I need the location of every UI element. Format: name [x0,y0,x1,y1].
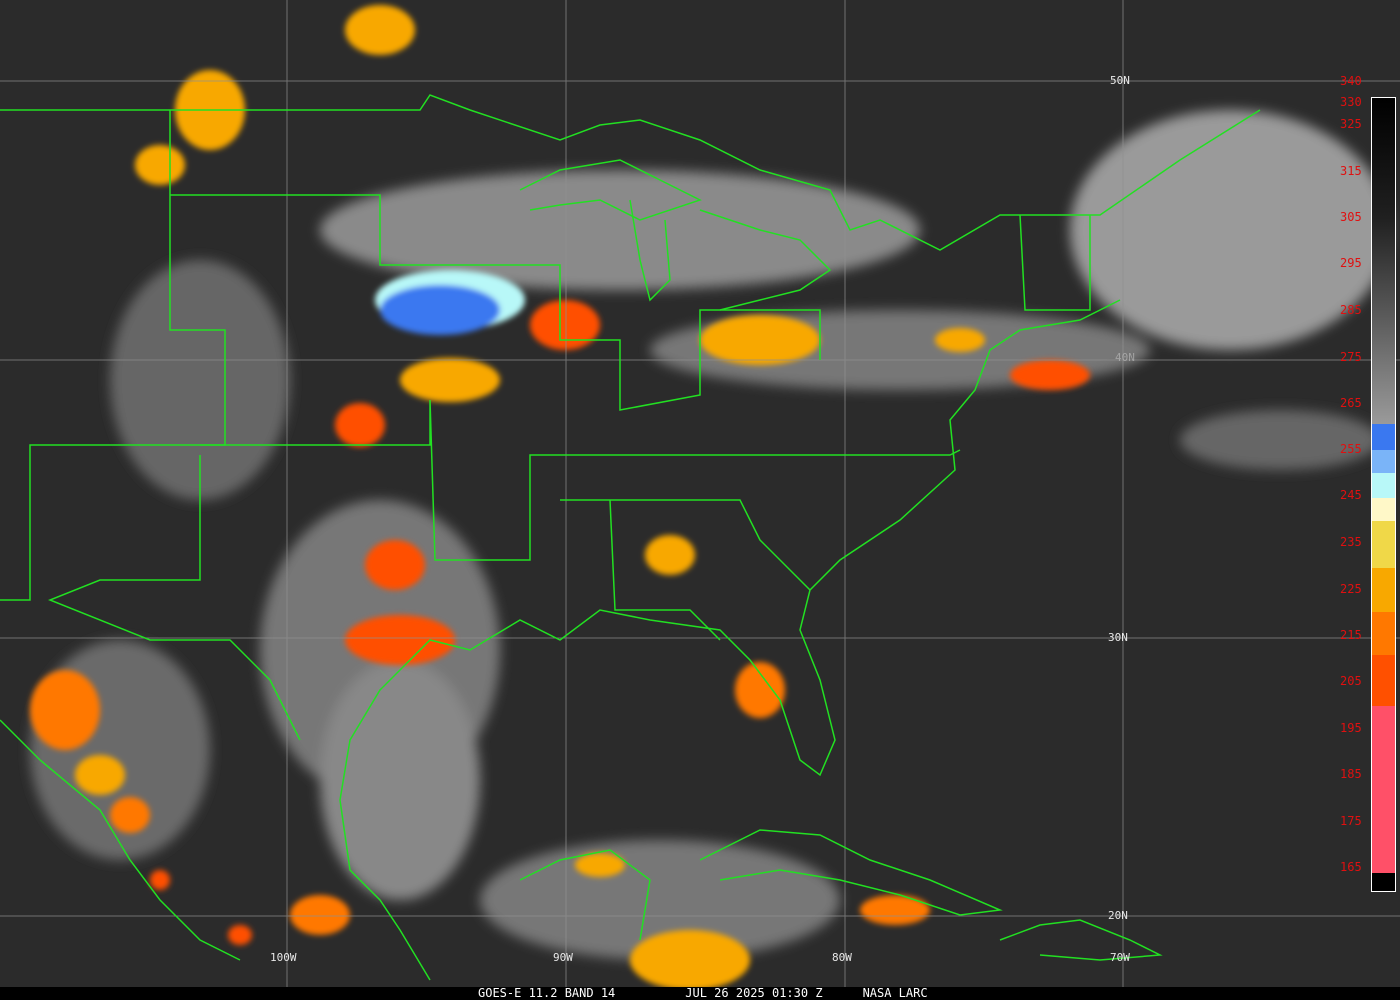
cloud-area [320,170,920,290]
cloud-area [320,660,480,900]
storm-cell [290,895,350,935]
colorbar-label: 225 [1340,582,1362,596]
timestamp: JUL 26 2025 01:30 Z [685,986,823,1000]
lake-huron-erie [699,209,832,311]
storm-cell [1010,360,1090,390]
image-caption: GOES-E 11.2 BAND 14 JUL 26 2025 01:30 Z NA… [0,987,1400,1000]
cloud-area [110,260,290,500]
storm-cell [110,797,150,833]
cloud-field [30,110,1390,960]
state-lines-plains [170,194,821,411]
storm-cell [575,853,625,877]
storm-cell [150,870,170,890]
colorbar-label: 340 [1340,74,1362,88]
colorbar-label: 295 [1340,256,1362,270]
satellite-band: GOES-E 11.2 BAND 14 [478,986,616,1000]
lon-label-90w: 90W [553,951,573,964]
colorbar-label: 215 [1340,628,1362,642]
lat-label-20n: 20N [1108,909,1128,922]
colorbar-label: 315 [1340,164,1362,178]
storm-cell [135,145,185,185]
storm-cell [365,540,425,590]
hispaniola [999,919,1163,961]
colorbar-label: 305 [1340,210,1362,224]
storm-cell [228,925,252,945]
alabama-georgia [609,499,721,641]
lat-label-50n: 50N [1110,74,1130,87]
temperature-colorbar [1371,97,1396,892]
colorbar-label: 285 [1340,303,1362,317]
storm-cell [380,285,500,335]
lon-label-80w: 80W [832,951,852,964]
storm-cell [645,535,695,575]
storm-cells [30,5,1090,990]
yucatan-coast [519,849,651,941]
storm-cell [530,300,600,350]
storm-cell [345,5,415,55]
storm-cell [335,403,385,447]
lat-label-30n: 30N [1108,631,1128,644]
cloud-area [480,840,840,960]
colorbar-label: 255 [1340,442,1362,456]
colorbar-label: 165 [1340,860,1362,874]
storm-cell [735,662,785,718]
lake-michigan [629,199,671,302]
cloud-area [1070,110,1390,350]
great-lakes [519,159,702,221]
colorbar-label: 195 [1340,721,1362,735]
mexico-pacific-coast [0,719,241,961]
colorbar-label: 185 [1340,767,1362,781]
texas-border [47,455,301,741]
lon-label-70w: 70W [1110,951,1130,964]
lon-label-100w: 100W [270,951,297,964]
cloud-area [1180,410,1380,470]
colorbar-label: 330 [1340,95,1362,109]
east-coast [339,299,1121,981]
colorbar-label: 235 [1340,535,1362,549]
storm-cell [700,315,820,365]
storm-cell [935,328,985,352]
colorbar-label: 275 [1340,350,1362,364]
storm-cell [860,895,930,925]
northeast-states [1019,214,1091,311]
storm-cell [630,930,750,990]
state-lines-south [200,399,961,561]
storm-cell [30,670,100,750]
cuba [699,829,1003,916]
colorbar-label: 205 [1340,674,1362,688]
us-canada-border [0,94,1261,251]
storm-cell [75,755,125,795]
political-boundaries [0,94,1261,981]
storm-cell [345,615,455,665]
storm-cell [400,358,500,402]
colorbar-label: 245 [1340,488,1362,502]
colorbar-label: 175 [1340,814,1362,828]
colorbar-label: 325 [1340,117,1362,131]
source-credit: NASA LARC [862,986,928,1000]
southeast-states [560,499,811,591]
colorbar-label: 265 [1340,396,1362,410]
lat-label-40n: 40N [1115,351,1135,364]
